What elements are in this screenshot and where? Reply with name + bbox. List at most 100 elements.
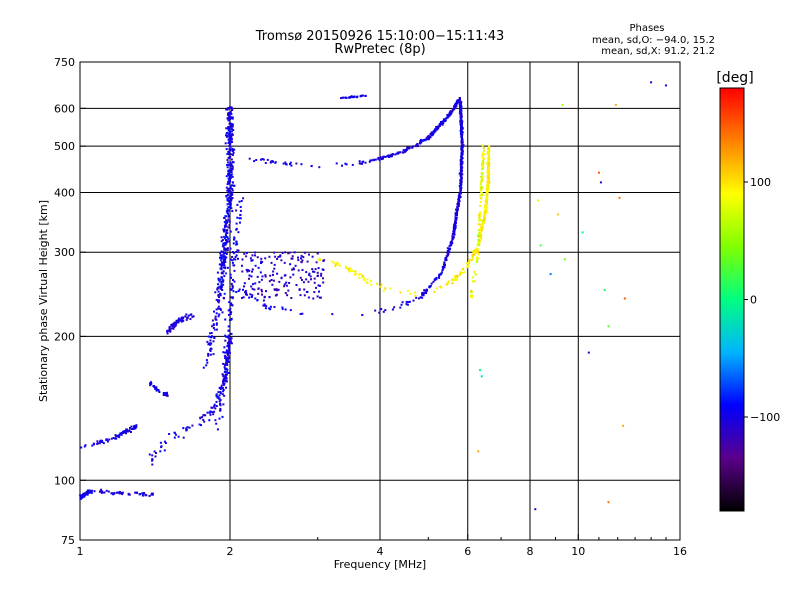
- echo-point: [231, 296, 234, 299]
- echo-point: [487, 164, 490, 167]
- echo-point: [256, 256, 259, 259]
- echo-point: [225, 386, 227, 389]
- echo-point: [378, 159, 381, 162]
- echo-point: [170, 327, 173, 330]
- echo-point: [245, 252, 248, 255]
- echo-point: [182, 319, 185, 322]
- echo-point: [214, 407, 217, 410]
- echo-point: [225, 108, 228, 111]
- echo-point: [232, 151, 235, 154]
- echo-point: [399, 306, 402, 309]
- echo-point: [383, 155, 386, 158]
- echo-point: [235, 251, 238, 253]
- echo-point: [227, 156, 230, 159]
- echo-point: [485, 194, 488, 197]
- echo-point: [251, 287, 254, 290]
- echo-point: [230, 125, 233, 128]
- echo-point: [209, 353, 212, 356]
- echo-point: [271, 283, 274, 286]
- echo-point: [229, 116, 232, 119]
- echo-point: [226, 207, 229, 210]
- echo-point: [219, 285, 222, 288]
- echo-point: [432, 280, 435, 283]
- echo-point: [105, 489, 108, 492]
- echo-point: [483, 218, 486, 221]
- echo-point: [273, 306, 276, 308]
- echo-point: [459, 182, 462, 185]
- echo-point: [227, 361, 230, 363]
- echo-point: [456, 99, 459, 102]
- echo-point: [220, 384, 223, 387]
- echo-point: [420, 138, 422, 141]
- echo-point: [257, 266, 260, 269]
- echo-point: [228, 349, 231, 352]
- echo-point: [293, 251, 296, 254]
- echo-point: [231, 197, 234, 199]
- echo-point: [222, 375, 225, 378]
- echo-point: [447, 282, 450, 285]
- echo-point: [242, 197, 245, 200]
- echo-point: [479, 183, 482, 185]
- echo-point: [587, 351, 590, 354]
- echo-point: [231, 191, 233, 194]
- echo-point: [225, 349, 228, 352]
- echo-point: [127, 430, 130, 433]
- echo-point: [348, 96, 351, 99]
- echo-point: [349, 269, 352, 272]
- echo-point: [229, 111, 232, 113]
- echo-point: [479, 369, 481, 372]
- echo-point: [650, 81, 653, 84]
- echo-point: [335, 162, 338, 165]
- echo-point: [260, 288, 263, 291]
- echo-point: [207, 353, 210, 356]
- echo-point: [113, 437, 116, 440]
- echo-point: [463, 271, 466, 274]
- echo-point: [421, 140, 424, 142]
- echo-point: [226, 236, 229, 239]
- echo-point: [228, 171, 231, 174]
- echo-point: [443, 266, 446, 269]
- echo-point: [399, 151, 402, 154]
- echo-point: [380, 308, 383, 311]
- echo-point: [370, 283, 373, 286]
- echo-point: [224, 379, 227, 382]
- echo-point: [307, 280, 310, 283]
- echo-point: [461, 130, 464, 133]
- echo-point: [213, 405, 216, 408]
- echo-point: [406, 289, 409, 292]
- echo-point: [308, 274, 311, 276]
- echo-point: [301, 269, 304, 271]
- echo-point: [269, 308, 272, 311]
- echo-point: [189, 318, 192, 320]
- echo-point: [223, 260, 226, 262]
- echo-point: [483, 149, 485, 152]
- echo-point: [260, 260, 263, 263]
- echo-point: [79, 497, 82, 500]
- echo-point: [225, 356, 228, 359]
- echo-point: [336, 261, 339, 264]
- echo-point: [476, 261, 479, 263]
- echo-point: [265, 304, 268, 307]
- echo-point: [228, 301, 231, 304]
- echo-point: [356, 95, 359, 98]
- echo-point: [216, 396, 219, 398]
- echo-point: [215, 318, 218, 321]
- echo-point: [235, 222, 238, 225]
- y-tick-label: 750: [54, 56, 75, 69]
- echo-point: [175, 319, 178, 322]
- echo-point: [447, 113, 450, 116]
- echo-point: [254, 251, 256, 254]
- echo-point: [459, 190, 462, 193]
- echo-point: [164, 393, 167, 396]
- echo-point: [226, 159, 229, 161]
- echo-point: [457, 200, 460, 203]
- echo-point: [361, 275, 364, 278]
- echo-point: [227, 150, 230, 153]
- echo-point: [230, 163, 233, 166]
- echo-point: [484, 205, 486, 208]
- echo-point: [226, 229, 229, 232]
- echo-point: [223, 346, 226, 349]
- x-axis-label: Frequency [MHz]: [334, 558, 426, 571]
- echo-point: [251, 254, 254, 257]
- echo-point: [235, 240, 238, 243]
